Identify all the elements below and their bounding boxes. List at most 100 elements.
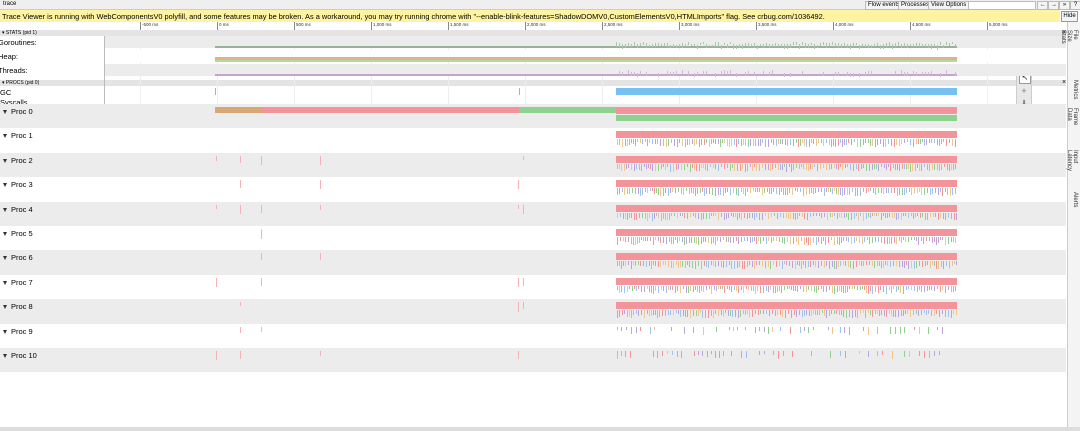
proc-event: [795, 261, 796, 269]
proc-event: [801, 261, 802, 269]
proc-event: [703, 212, 704, 220]
proc-event: [680, 285, 681, 293]
proc-event: [737, 212, 738, 220]
expand-arrow[interactable]: [3, 183, 7, 188]
proc-event: [723, 261, 724, 268]
side-tab[interactable]: Alerts: [1072, 192, 1078, 208]
proc-event: [706, 212, 707, 219]
ruler-tick: [217, 22, 218, 30]
proc-event: [932, 188, 933, 195]
proc-event: [934, 310, 935, 317]
side-tab[interactable]: Frame Data: [1066, 108, 1078, 126]
proc-event: [736, 285, 737, 292]
proc-event: [791, 310, 792, 318]
proc-name: Proc 8: [11, 302, 33, 312]
expand-arrow[interactable]: [3, 134, 7, 139]
proc-event: [735, 212, 736, 217]
proc-event: [789, 163, 790, 167]
proc-event: [866, 188, 867, 193]
pan-tool[interactable]: +: [1021, 86, 1027, 96]
proc-event: [732, 163, 733, 168]
proc-event: [734, 139, 735, 146]
proc-event: [636, 310, 637, 315]
proc-slice: [616, 155, 957, 163]
close-button[interactable]: ×: [1062, 79, 1067, 86]
goroutines-spike: [625, 43, 626, 49]
proc-event: [878, 212, 879, 217]
proc-event: [619, 139, 620, 146]
nav-button[interactable]: ←: [1037, 1, 1048, 10]
proc-event: [791, 285, 792, 291]
proc-event: [628, 163, 629, 168]
expand-arrow[interactable]: [3, 329, 7, 334]
expand-arrow[interactable]: [3, 354, 7, 359]
proc-event: [941, 163, 942, 171]
proc-event: [764, 188, 765, 193]
toolbar-button[interactable]: View Options: [928, 1, 970, 10]
proc-event: [706, 139, 707, 143]
proc-event: [758, 237, 759, 242]
threads-spike: [631, 72, 632, 77]
ruler-label: 2,000 ms: [527, 22, 546, 27]
proc-event: [886, 310, 887, 317]
proc-event: [875, 310, 876, 315]
proc-event: [859, 261, 860, 266]
proc-event: [706, 285, 707, 290]
proc-event: [669, 237, 670, 243]
side-tab[interactable]: Metrics: [1072, 80, 1078, 100]
proc-event: [802, 310, 803, 318]
side-tab[interactable]: File Size Stats: [1060, 30, 1078, 44]
toolbar-button[interactable]: Processes: [898, 1, 933, 10]
expand-arrow[interactable]: [3, 305, 7, 310]
threads-spike: [928, 72, 929, 77]
close-button[interactable]: ×: [1062, 29, 1067, 36]
procs-label: Syscalls: [0, 98, 28, 107]
expand-arrow[interactable]: [3, 280, 7, 285]
proc-event: [870, 310, 871, 316]
proc-event: [655, 310, 656, 315]
nav-button[interactable]: →: [1048, 1, 1059, 10]
search-box[interactable]: [966, 1, 1036, 10]
ruler-tick: [833, 22, 834, 30]
proc-event: [759, 163, 760, 172]
proc-event: [870, 285, 871, 291]
proc-event: [843, 237, 844, 242]
proc-event: [948, 310, 949, 318]
zoom-tool[interactable]: ⬇: [1019, 99, 1029, 109]
proc-event: [942, 237, 943, 241]
proc-event: [955, 237, 956, 244]
threads-spike: [628, 70, 629, 75]
proc-event: [653, 351, 654, 357]
threads-spike: [772, 70, 773, 75]
goroutines-spike: [802, 42, 803, 45]
proc-event: [885, 139, 886, 148]
nav-button[interactable]: »: [1059, 1, 1070, 10]
expand-arrow[interactable]: [3, 158, 7, 163]
proc-event: [924, 163, 925, 168]
proc-event: [891, 237, 892, 245]
ruler-tick: [679, 22, 680, 30]
nav-button[interactable]: ?: [1070, 1, 1080, 10]
side-tab[interactable]: Input Latency: [1066, 150, 1078, 172]
proc-event: [782, 163, 783, 171]
expand-arrow[interactable]: [3, 110, 7, 115]
proc-event: [668, 188, 669, 197]
warning-text: Trace Viewer is running with WebComponen…: [2, 12, 825, 21]
proc-event: [834, 212, 835, 217]
proc-event: [728, 310, 729, 317]
proc-event: [708, 261, 709, 269]
proc-event: [902, 163, 903, 170]
stats-header-bar: [0, 30, 1066, 36]
proc-event: [623, 212, 624, 220]
expand-arrow[interactable]: [3, 207, 7, 212]
proc-event: [240, 155, 241, 163]
proc-event: [760, 285, 761, 294]
hide-button[interactable]: Hide: [1061, 11, 1078, 22]
expand-arrow[interactable]: [3, 232, 7, 237]
proc-event: [815, 310, 816, 315]
expand-arrow[interactable]: [3, 256, 7, 261]
proc-event: [826, 163, 827, 171]
proc-event: [768, 285, 769, 293]
proc-event: [518, 277, 519, 287]
proc-event: [911, 261, 912, 268]
